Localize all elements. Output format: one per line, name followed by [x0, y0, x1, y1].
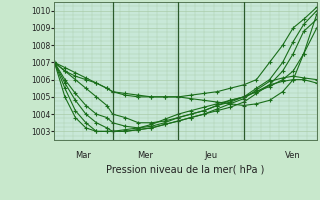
- Text: Mar: Mar: [76, 151, 92, 160]
- X-axis label: Pression niveau de la mer( hPa ): Pression niveau de la mer( hPa ): [107, 164, 265, 174]
- Text: Jeu: Jeu: [204, 151, 218, 160]
- Text: Mer: Mer: [138, 151, 154, 160]
- Text: Ven: Ven: [285, 151, 301, 160]
